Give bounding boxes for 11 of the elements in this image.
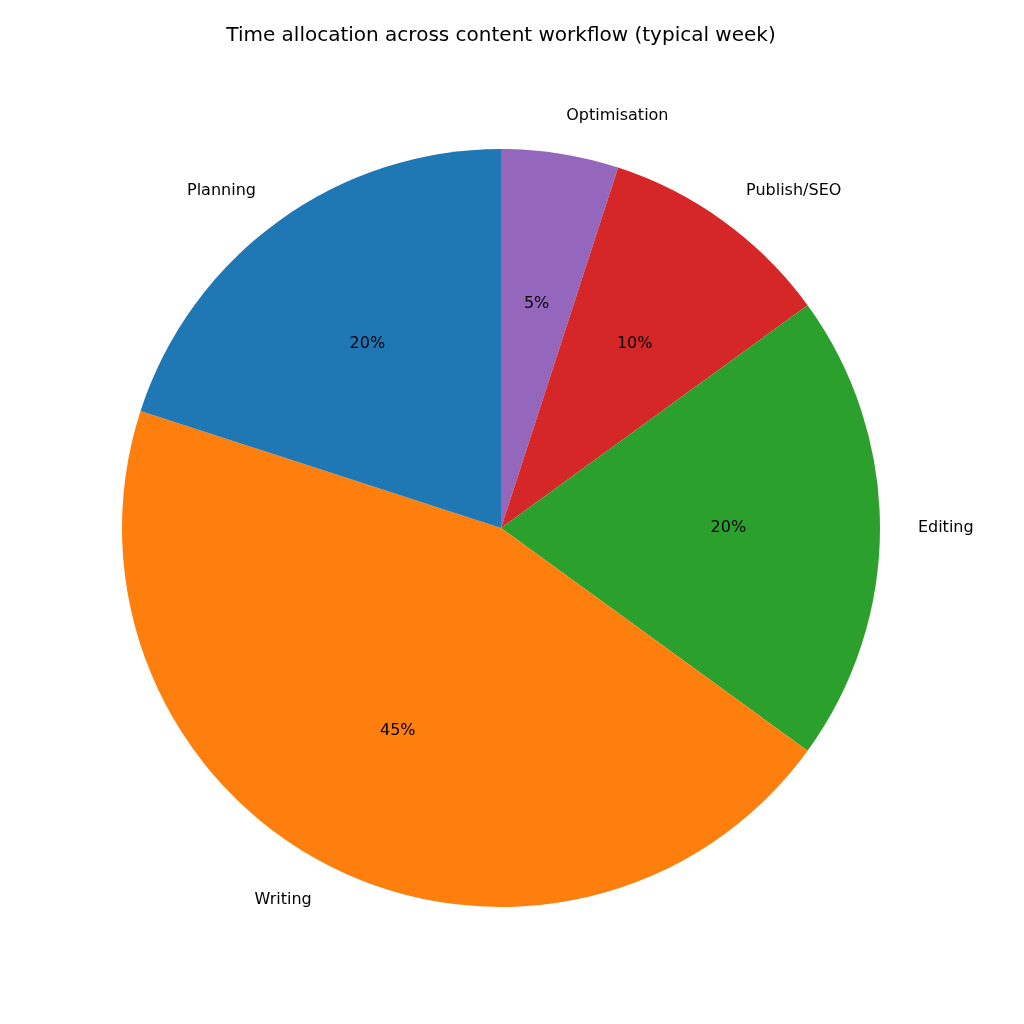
data-label: 10%	[616, 333, 653, 353]
slice-label: Editing	[917, 517, 974, 537]
data-label: 20%	[710, 517, 747, 537]
data-label: 5%	[523, 292, 550, 312]
data-label: 45%	[379, 719, 416, 739]
chart-title: Time allocation across content workflow (typical week)	[225, 21, 777, 47]
slice-label: Optimisation	[566, 105, 669, 125]
slice-label: Writing	[254, 888, 312, 908]
slice-label: Planning	[187, 179, 256, 199]
slice-label: Publish/SEO	[746, 179, 842, 199]
data-label: 20%	[349, 333, 386, 353]
